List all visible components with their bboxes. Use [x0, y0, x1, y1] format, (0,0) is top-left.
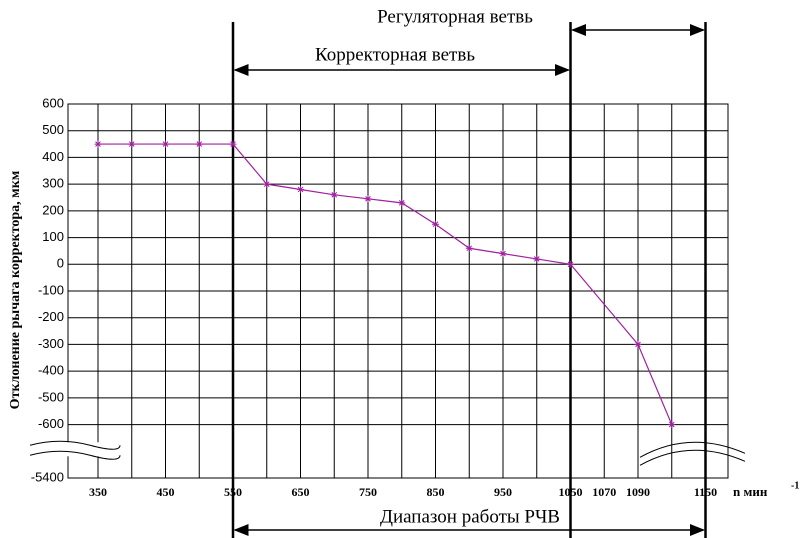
data-point [432, 220, 439, 228]
annotation: Регуляторная ветвь [377, 6, 533, 27]
y-tick-label: 400 [42, 149, 64, 164]
data-point [567, 260, 574, 268]
x-tick-label: 1090 [626, 485, 650, 499]
y-tick-label: 100 [42, 229, 64, 244]
x-tick-label: 950 [494, 485, 512, 499]
y-tick-label: 600 [42, 95, 64, 110]
data-point [128, 140, 136, 148]
data-point [195, 140, 203, 148]
data-point [533, 255, 541, 263]
x-tick-label: 850 [427, 485, 445, 499]
axis-break [29, 440, 121, 460]
data-point [162, 140, 169, 148]
y-tick-label: 500 [42, 122, 64, 137]
y-tick-label: -400 [38, 363, 64, 378]
annotation: Корректорная ветвь [315, 44, 475, 65]
annotation: Диапазон работы РЧВ [380, 506, 560, 527]
y-tick-label: 0 [57, 256, 64, 271]
y-tick-label: -600 [38, 416, 64, 431]
x-tick-label: 750 [359, 485, 377, 499]
axis-break-gap [30, 442, 120, 457]
data-point [364, 195, 372, 203]
y-tick-label: -100 [38, 282, 64, 297]
data-line [98, 143, 673, 425]
y-tick-label: 300 [42, 176, 64, 191]
data-point [330, 191, 338, 199]
x-axis-label-sup: -1 [791, 480, 799, 491]
axis-break [639, 441, 746, 466]
data-point [398, 199, 406, 207]
y-axis-label: Отклонение рычага корректора, мкм [8, 170, 23, 409]
x-tick-label: 350 [89, 485, 107, 499]
data-point [499, 250, 507, 258]
data-point [668, 421, 676, 429]
y-tick-label: 200 [42, 202, 64, 217]
x-tick-label: 1070 [592, 485, 616, 499]
y-tick-label: -200 [38, 309, 64, 324]
data-point [297, 185, 304, 193]
data-point [229, 140, 237, 148]
x-tick-label: 450 [157, 485, 175, 499]
data-point [263, 180, 271, 188]
y-tick-label: -500 [38, 389, 64, 404]
x-tick-label: 650 [292, 485, 310, 499]
data-point [94, 140, 102, 148]
data-point [465, 244, 473, 252]
x-axis-label: n мин [733, 484, 768, 499]
y-tick-label: -300 [38, 336, 64, 351]
data-point [634, 340, 642, 348]
y-tick-label: -5400 [31, 469, 64, 484]
